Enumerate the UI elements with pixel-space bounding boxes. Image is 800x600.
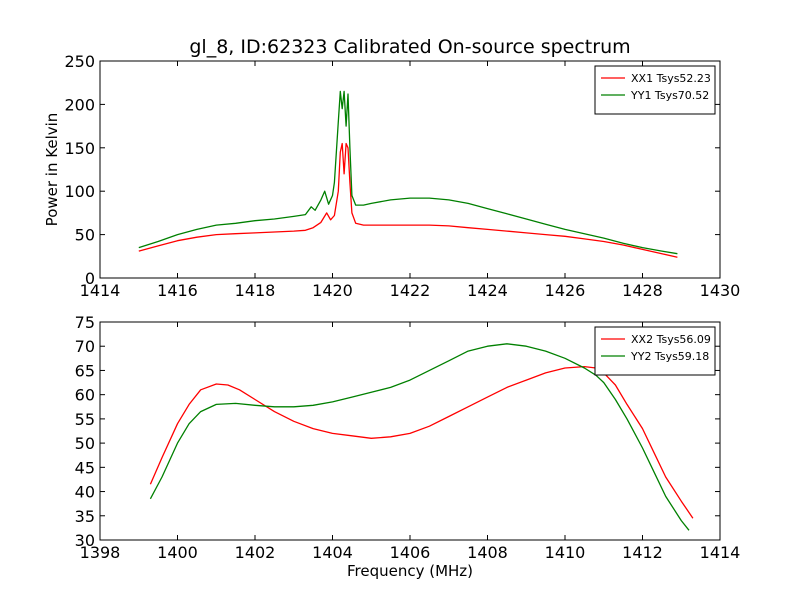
- bottom-panel: 1398 1400 1402 1404 1406 1408 1410 1412 1414 30 35…: [75, 313, 741, 580]
- series-line-1-0: [149, 365, 694, 519]
- y-tick-label: 50: [75, 226, 95, 245]
- legend-entry: XX2 Tsys56.09: [631, 333, 711, 346]
- legend-box: [594, 65, 716, 115]
- y-tick-label: 65: [75, 361, 95, 380]
- y-tick-label: 40: [75, 483, 95, 502]
- legend-entry: YY2 Tsys59.18: [630, 350, 709, 363]
- x-tick-label: 1420: [312, 281, 353, 300]
- legend: XX1 Tsys52.23 YY1 Tsys70.52: [594, 65, 716, 115]
- x-tick-label: 1426: [545, 281, 586, 300]
- y-tick-label: 30: [75, 531, 95, 550]
- x-tick-label: 1398: [80, 543, 121, 562]
- x-tick-label: 1412: [622, 543, 663, 562]
- series-line-0-1: [138, 90, 678, 255]
- y-tick-label: 100: [64, 182, 95, 201]
- y-tick-label: 200: [64, 95, 95, 114]
- series-line-1-1: [149, 343, 690, 531]
- x-tick-label: 1400: [157, 543, 198, 562]
- y-tick-label: 75: [75, 313, 95, 332]
- x-tick-label: 1418: [235, 281, 276, 300]
- x-tick-label: 1428: [622, 281, 663, 300]
- y-axis-label: Power in Kelvin: [43, 113, 61, 227]
- top-panel: 1414 1416 1418 1420 1422 1424 1426 1428 1430 0 50 1…: [43, 52, 740, 300]
- x-tick-label: 1430: [700, 281, 741, 300]
- y-tick-label: 150: [64, 139, 95, 158]
- y-tick-label: 55: [75, 410, 95, 429]
- legend-entry: XX1 Tsys52.23: [631, 72, 711, 85]
- y-tick-label: 70: [75, 337, 95, 356]
- x-tick-label: 1422: [390, 281, 431, 300]
- x-axis-label: Frequency (MHz): [347, 562, 473, 580]
- x-tick-label: 1416: [157, 281, 198, 300]
- y-tick-label: 250: [64, 52, 95, 71]
- y-tick-label: 60: [75, 386, 95, 405]
- x-tick-label: 1402: [235, 543, 276, 562]
- x-tick-label: 1424: [467, 281, 508, 300]
- y-tick-label: 50: [75, 434, 95, 453]
- x-tick-label: 1414: [80, 281, 121, 300]
- y-tick-label: 35: [75, 507, 95, 526]
- legend-entry: YY1 Tsys70.52: [630, 89, 709, 102]
- x-tick-label: 1408: [467, 543, 508, 562]
- figure-title: gl_8, ID:62323 Calibrated On-source spec…: [189, 36, 630, 58]
- x-tick-label: 1410: [545, 543, 586, 562]
- y-tick-label: 45: [75, 458, 95, 477]
- x-tick-label: 1404: [312, 543, 353, 562]
- series-line-0-0: [138, 142, 678, 258]
- y-tick-label: 0: [85, 269, 95, 288]
- x-tick-label: 1414: [700, 543, 741, 562]
- legend-box: [594, 326, 716, 376]
- legend: XX2 Tsys56.09 YY2 Tsys59.18: [594, 326, 716, 376]
- x-tick-label: 1406: [390, 543, 431, 562]
